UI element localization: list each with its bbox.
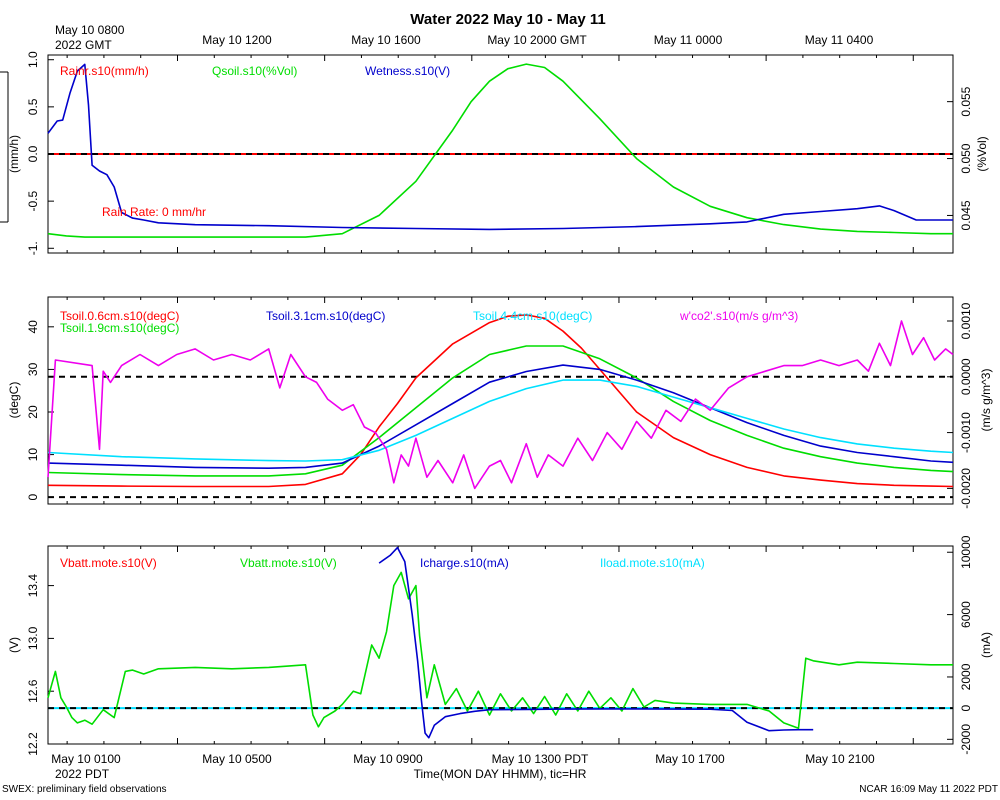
panel-frame <box>47 545 954 745</box>
left-axis-label: (V) <box>7 637 21 653</box>
y-tick-label: 1.0 <box>26 51 40 68</box>
y-tick-label: 0 <box>26 494 40 501</box>
legend-tsoil-4-4: Tsoil.4.4cm.s10(degC) <box>473 309 592 323</box>
panel-frame <box>47 296 954 505</box>
bottom-time-label: May 10 1300 PDT <box>492 752 589 766</box>
series-line-blue-1-2 <box>47 364 954 470</box>
legend-wco2: w'co2'.s10(m/s g/m^3) <box>679 309 798 323</box>
top-time-label: May 10 2000 GMT <box>487 33 587 47</box>
y-tick-label: -0.5 <box>26 190 40 211</box>
legend-vbatt-red: Vbatt.mote.s10(V) <box>60 556 157 570</box>
y2-tick-label: 0.0000 <box>959 358 973 395</box>
legend-vbatt-green: Vbatt.mote.s10(V) <box>240 556 337 570</box>
y2-tick-label: 10000 <box>959 535 973 569</box>
bottom-time-label: May 10 0100 <box>51 752 121 766</box>
right-axis-label: (m/s g/m^3) <box>979 369 993 432</box>
legend-qsoil: Qsoil.s10(%Vol) <box>212 64 297 78</box>
bottom-time-label: May 10 1700 <box>655 752 725 766</box>
series-group <box>47 314 954 490</box>
y-tick-label: 13.0 <box>26 626 40 650</box>
chart-title: Water 2022 May 10 - May 11 <box>410 11 605 28</box>
zero-lines <box>48 375 953 499</box>
y2-tick-label: 0.045 <box>959 200 973 230</box>
y-tick-label: 0.0 <box>26 145 40 162</box>
y2-tick-label: -0.0010 <box>959 412 973 453</box>
series-group <box>47 63 953 238</box>
series-line-green-0-1 <box>47 63 953 238</box>
y-tick-label: 20 <box>26 405 40 419</box>
series-line-magenta-1-4 <box>47 320 954 490</box>
y2-tick-label: 0 <box>959 704 973 711</box>
y2-tick-label: 0.050 <box>959 143 973 173</box>
series-line-blue-0-2 <box>47 63 953 231</box>
top-time-sublabel: 2022 GMT <box>55 38 112 52</box>
series-line-red-1-0 <box>47 314 954 488</box>
legend-iload: Iload.mote.s10(mA) <box>600 556 705 570</box>
top-time-label: May 10 1600 <box>351 33 421 47</box>
left-axis-label: (degC) <box>7 382 21 419</box>
series-line-cyan-1-3 <box>47 379 954 462</box>
legend-tsoil-3-1: Tsoil.3.1cm.s10(degC) <box>266 309 385 323</box>
legend-rainr: Rainr.s10(mm/h) <box>60 64 149 78</box>
y2-tick-label: 6000 <box>959 601 973 628</box>
left-axis: 1.0 0.5 0.0 -0.5 -1. <box>26 51 914 255</box>
x-axis-label: Time(MON DAY HHMM), tic=HR <box>414 767 587 781</box>
right-axis: 0.0010 0.0000 -0.0010 -0.0020 <box>947 302 973 509</box>
y-tick-label: -1. <box>26 241 40 255</box>
left-axis: 12.2 12.6 13.0 13.4 <box>26 546 914 756</box>
footer-right: NCAR 16:09 May 11 2022 PDT <box>859 784 998 795</box>
y-tick-label: 10 <box>26 448 40 462</box>
footer-left: SWEX: preliminary field observations <box>2 784 167 795</box>
y2-tick-label: 0.055 <box>959 86 973 116</box>
y-tick-label: 0.5 <box>26 98 40 115</box>
panel-soil-temperature: 0 10 20 30 40 0.0010 0.0000 -0.0010 -0.0020 (de… <box>7 296 993 509</box>
top-time-label: May 11 0400 <box>805 33 874 47</box>
right-axis: 0.045 0.050 0.055 <box>947 86 973 230</box>
legend-tsoil-0-6: Tsoil.0.6cm.s10(degC) <box>60 309 179 323</box>
rain-rate-annotation: Rain Rate: 0 mm/hr <box>102 205 206 219</box>
y-tick-label: 13.4 <box>26 574 40 598</box>
series-group <box>47 546 953 739</box>
y2-tick-label: -2000 <box>959 724 973 755</box>
y2-tick-label: -0.0020 <box>959 468 973 509</box>
right-axis-label: (mA) <box>979 632 993 658</box>
top-time-label: May 10 0800 <box>55 23 125 37</box>
bottom-time-label: May 10 0500 <box>202 752 272 766</box>
legend-tsoil-1-9: Tsoil.1.9cm.s10(degC) <box>60 321 179 335</box>
bottom-time-sublabel: 2022 PDT <box>55 767 110 781</box>
y2-tick-label: 2000 <box>959 663 973 690</box>
top-time-label: May 11 0000 <box>654 33 723 47</box>
y-tick-label: 12.6 <box>26 679 40 703</box>
right-axis: 10000 6000 2000 0 -2000 <box>947 535 973 755</box>
top-time-label: May 10 1200 <box>202 33 272 47</box>
legend-wetness: Wetness.s10(V) <box>365 64 450 78</box>
right-axis-label: (%Vol) <box>975 136 989 171</box>
legend-icharge: Icharge.s10(mA) <box>420 556 509 570</box>
series-line-blue-2-2 <box>378 546 814 739</box>
series-line-green-2-1 <box>47 571 953 730</box>
left-axis-label: (mm/h) <box>7 135 21 173</box>
y-tick-label: 30 <box>26 362 40 376</box>
bottom-time-label: May 10 0900 <box>353 752 423 766</box>
y2-tick-label: 0.0010 <box>959 302 973 339</box>
series-line-green-1-1 <box>47 345 954 477</box>
y-tick-label: 12.2 <box>26 732 40 756</box>
y-tick-label: 40 <box>26 320 40 334</box>
panel-power: 12.2 12.6 13.0 13.4 10000 6000 2000 0 -2000 (V)… <box>7 535 993 755</box>
bottom-time-label: May 10 2100 <box>805 752 875 766</box>
